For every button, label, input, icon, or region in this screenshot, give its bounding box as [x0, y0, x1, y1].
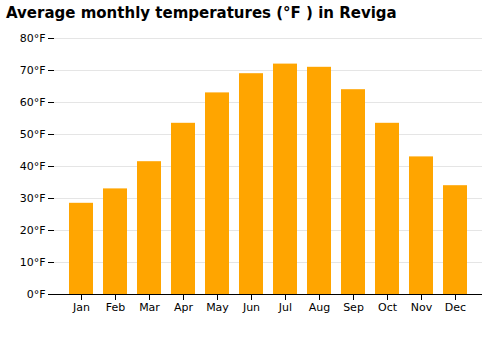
- svg-text:10°F: 10°F: [20, 256, 46, 269]
- svg-text:30°F: 30°F: [20, 192, 46, 205]
- html-text:Average monthly temperatures (: Average monthly temperatures (°F ) in Re…: [6, 4, 397, 22]
- svg-text:50°F: 50°F: [20, 128, 46, 141]
- svg-text:Sep: Sep: [343, 301, 364, 314]
- svg-text:60°F: 60°F: [20, 96, 46, 109]
- svg-text:40°F: 40°F: [20, 160, 46, 173]
- svg-text:Nov: Nov: [411, 301, 433, 314]
- svg-text:0°F: 0°F: [27, 288, 46, 301]
- svg-text:Jun: Jun: [242, 301, 260, 314]
- svg-text:May: May: [206, 301, 229, 314]
- svg-text:Oct: Oct: [378, 301, 398, 314]
- svg-text:Jul: Jul: [278, 301, 292, 314]
- svg-text:Mar: Mar: [139, 301, 160, 314]
- svg-text:70°F: 70°F: [20, 64, 46, 77]
- svg-text:Apr: Apr: [174, 301, 194, 314]
- svg-text:Aug: Aug: [309, 301, 330, 314]
- svg-text:Feb: Feb: [106, 301, 125, 314]
- svg-text:Dec: Dec: [445, 301, 466, 314]
- svg-text:Jan: Jan: [72, 301, 90, 314]
- svg-text:20°F: 20°F: [20, 224, 46, 237]
- svg-text:80°F: 80°F: [20, 32, 46, 45]
